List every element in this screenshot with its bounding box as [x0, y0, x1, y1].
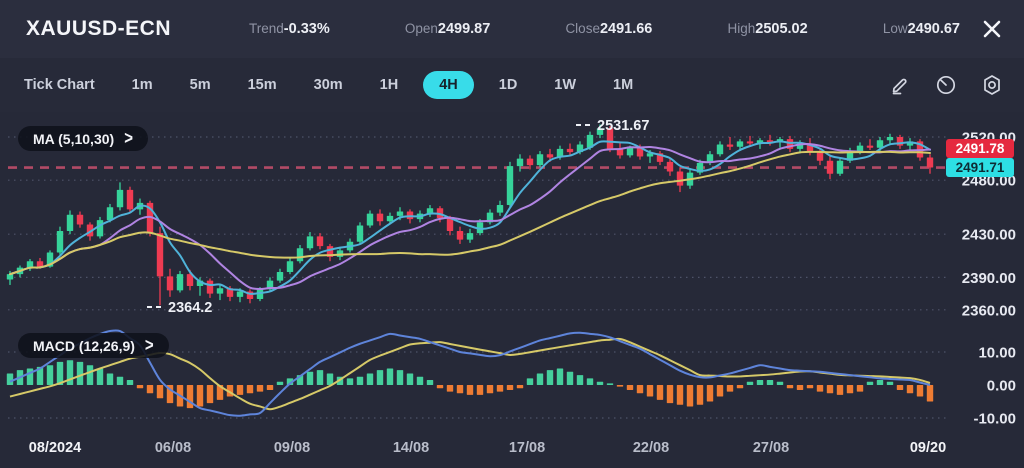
chart-tools: [888, 73, 1024, 97]
candlestick-macd-chart[interactable]: 2520.002480.002430.002390.002360.0010.00…: [0, 112, 1024, 468]
candles-layer: [6, 124, 934, 306]
macd-indicator-label: MACD (12,26,9): [33, 337, 135, 354]
draw-icon[interactable]: [888, 73, 912, 97]
svg-text:0.00: 0.00: [987, 378, 1016, 395]
ma-indicator-pill[interactable]: MA (5,10,30) >: [18, 126, 148, 151]
svg-text:2390.00: 2390.00: [962, 270, 1016, 287]
timeframe-1d[interactable]: 1D: [487, 72, 530, 98]
settings-icon[interactable]: [980, 73, 1004, 97]
svg-text:-10.00: -10.00: [973, 411, 1016, 428]
timeframe-30m[interactable]: 30m: [302, 72, 355, 98]
svg-text:14/08: 14/08: [393, 440, 429, 456]
svg-text:06/08: 06/08: [155, 440, 191, 456]
stat-label: Low: [882, 21, 908, 36]
stat-value: 2499.87: [437, 21, 491, 37]
timeframe-toolbar: Tick Chart 1m 5m 15m 30m 1H 4H 1D 1W 1M: [0, 58, 1024, 112]
svg-text:09/08: 09/08: [274, 440, 310, 456]
svg-text:2364.2: 2364.2: [168, 300, 212, 316]
stat-label: Trend: [249, 21, 284, 36]
svg-text:2531.67: 2531.67: [597, 118, 649, 134]
chevron-right-icon: >: [144, 334, 154, 357]
macd-main-line: [9, 329, 931, 417]
chart-header: XAUUSD-ECN Trend -0.33% Open 2499.87 Close…: [0, 0, 1024, 58]
stat-low: Low 2490.67: [883, 21, 960, 37]
svg-text:22/08: 22/08: [633, 440, 669, 456]
close-icon[interactable]: [980, 17, 1004, 41]
stat-value: 2491.66: [599, 21, 653, 37]
clock-dial-icon[interactable]: [934, 73, 958, 97]
ma10-line: [9, 143, 931, 290]
svg-text:10.00: 10.00: [978, 345, 1016, 362]
symbol-title: XAUUSD-ECN: [26, 17, 172, 40]
ma30-line: [9, 150, 931, 276]
timeframe-1mo[interactable]: 1M: [601, 72, 645, 98]
stat-close: Close 2491.66: [565, 21, 652, 37]
ma-indicator-label: MA (5,10,30): [33, 130, 115, 147]
timeframe-1m[interactable]: 1m: [120, 72, 165, 98]
bid-price-badge: 2491.71: [946, 158, 1014, 177]
svg-text:2430.00: 2430.00: [962, 227, 1016, 244]
svg-text:27/08: 27/08: [753, 440, 789, 456]
chevron-right-icon: >: [124, 127, 133, 150]
stat-trend: Trend -0.33%: [249, 21, 330, 37]
stat-open: Open 2499.87: [405, 21, 490, 37]
ohlc-stats: Trend -0.33% Open 2499.87 Close 2491.66 Hig…: [249, 21, 974, 37]
chart-area[interactable]: 2520.00 2480.00 2430.00 2390.00 2360.00 10.00…: [0, 112, 1024, 468]
timeframe-15m[interactable]: 15m: [236, 72, 289, 98]
timeframe-1w[interactable]: 1W: [542, 72, 588, 98]
ma5-line: [9, 140, 931, 295]
svg-text:17/08: 17/08: [509, 440, 545, 456]
svg-text:09/20: 09/20: [910, 440, 946, 456]
timeframe-5m[interactable]: 5m: [178, 72, 223, 98]
svg-text:2360.00: 2360.00: [962, 302, 1016, 319]
timeframe-4h[interactable]: 4H: [423, 71, 474, 99]
last-price-badge: 2491.78: [946, 139, 1014, 158]
svg-text:08/2024: 08/2024: [29, 440, 81, 456]
stat-value: -0.33%: [283, 21, 330, 37]
stat-value: 2505.02: [755, 21, 808, 37]
stat-value: 2490.67: [907, 21, 960, 37]
macd-histogram: [6, 360, 934, 409]
timeframe-1h[interactable]: 1H: [368, 72, 411, 98]
stat-label: Open: [404, 21, 438, 36]
stat-label: Close: [565, 21, 600, 36]
stat-high: High 2505.02: [728, 21, 808, 37]
timeframe-tick-chart[interactable]: Tick Chart: [12, 72, 107, 98]
stat-label: High: [727, 21, 756, 36]
macd-indicator-pill[interactable]: MACD (12,26,9) >: [18, 333, 169, 358]
